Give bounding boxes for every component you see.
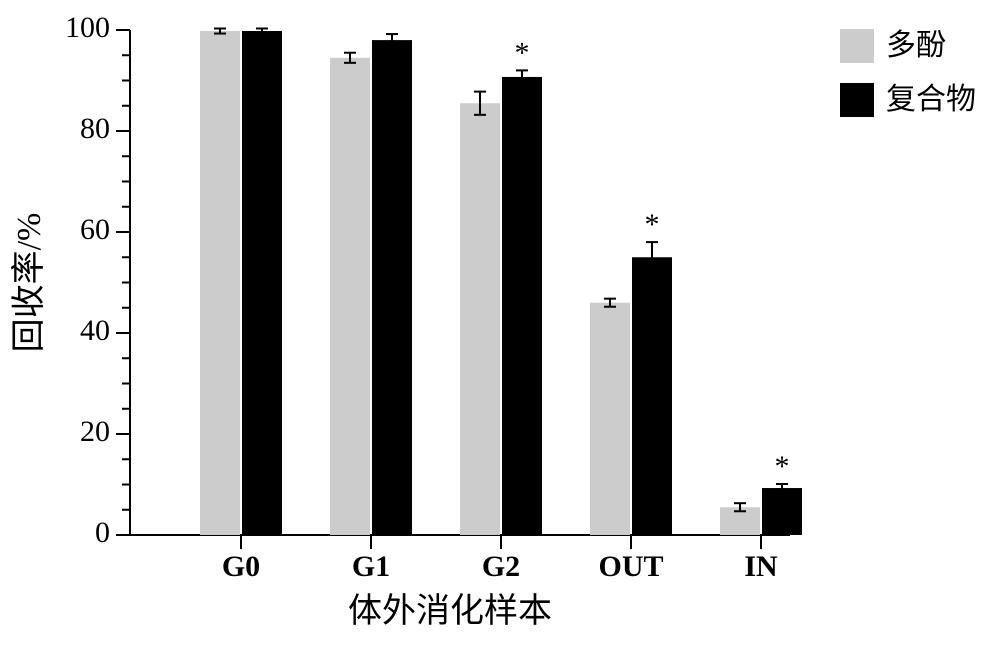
significance-star: * [775,450,790,483]
significance-star: * [645,208,660,241]
bar [330,58,370,535]
x-tick-label: OUT [598,550,663,583]
bar [200,31,240,535]
bar [502,77,542,535]
y-tick-label: 20 [80,415,110,448]
legend-swatch [840,29,874,63]
bar [460,103,500,535]
x-tick-label: G2 [482,550,520,583]
y-axis-title: 回收率/% [10,213,48,353]
y-tick-label: 40 [80,314,110,347]
x-tick-label: G0 [222,550,260,583]
bar [242,31,282,535]
legend-label: 多酚 [886,29,946,62]
x-tick-label: G1 [352,550,390,583]
x-axis-title: 体外消化样本 [348,592,552,630]
bar [590,303,630,535]
chart-container: 0 20 40 60 80 100 回收率/% G0 G1 G2 * OUT * IN * 体外消化样本 多酚复… [0,0,1000,653]
y-tick-label: 100 [65,11,110,44]
y-tick-label: 80 [80,112,110,145]
x-tick-label: IN [744,550,778,583]
bar [632,257,672,535]
legend-swatch [840,83,874,117]
bar-chart: 0 20 40 60 80 100 回收率/% G0 G1 G2 * OUT * IN * 体外消化样本 多酚复… [0,0,1000,653]
y-tick-label: 0 [95,516,110,549]
y-tick-label: 60 [80,213,110,246]
bar [762,488,802,535]
bar [372,40,412,535]
significance-star: * [515,36,530,69]
legend-label: 复合物 [886,83,976,116]
